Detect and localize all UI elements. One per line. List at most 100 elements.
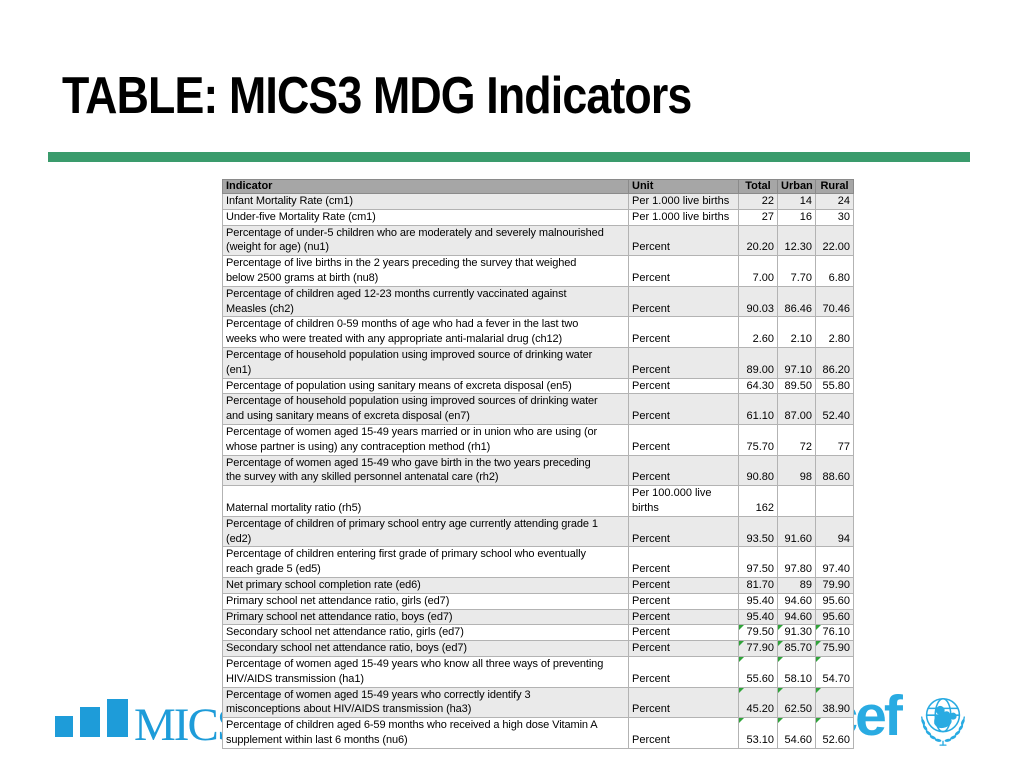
rural-cell: 54.70: [815, 655, 854, 688]
indicator-cell: Primary school net attendance ratio, boy…: [222, 608, 629, 626]
rural-cell: 55.80: [815, 377, 854, 395]
total-cell: 7.00: [738, 255, 778, 287]
urban-cell: 89.50: [777, 377, 816, 395]
header-cell-unit: Unit: [628, 179, 739, 194]
urban-cell: 54.60: [777, 717, 816, 749]
urban-cell: [777, 485, 816, 517]
urban-cell: 7.70: [777, 255, 816, 287]
indicator-cell: Percentage of women aged 15-49 years who…: [222, 686, 629, 719]
total-cell: 61.10: [738, 393, 778, 425]
urban-cell: 85.70: [777, 640, 816, 657]
table-header-row: Indicator Unit Total Urban Rural: [222, 179, 854, 194]
table-row: Percentage of children aged 6-59 months …: [222, 717, 854, 749]
rural-cell: 22.00: [815, 224, 854, 257]
table-row: Percentage of population using sanitary …: [222, 377, 854, 395]
total-cell: 64.30: [738, 377, 778, 395]
unit-cell: Percent: [628, 655, 739, 688]
indicator-cell: Percentage of children 0-59 months of ag…: [222, 316, 629, 348]
total-cell: 90.03: [738, 285, 778, 318]
table-row: Percentage of children entering first gr…: [222, 546, 854, 578]
total-cell: 93.50: [738, 515, 778, 548]
table-row: Percentage of live births in the 2 years…: [222, 255, 854, 287]
indicator-cell: Percentage of live births in the 2 years…: [222, 255, 629, 287]
header-cell-total: Total: [738, 179, 778, 194]
indicator-cell: Net primary school completion rate (ed6): [222, 576, 629, 594]
table-row: Percentage of children 0-59 months of ag…: [222, 316, 854, 348]
unit-cell: Percent: [628, 576, 739, 594]
rural-cell: 86.20: [815, 346, 854, 379]
table-row: Secondary school net attendance ratio, g…: [222, 624, 854, 642]
urban-cell: 97.80: [777, 546, 816, 578]
urban-cell: 58.10: [777, 655, 816, 688]
table-row: Primary school net attendance ratio, boy…: [222, 608, 854, 626]
urban-cell: 12.30: [777, 224, 816, 257]
table-row: Percentage of children of primary school…: [222, 515, 854, 548]
unit-cell: Percent: [628, 423, 739, 456]
total-cell: 90.80: [738, 454, 778, 487]
rural-cell: 95.60: [815, 592, 854, 610]
total-cell: 45.20: [738, 686, 778, 719]
unit-cell: Percent: [628, 285, 739, 318]
table-row: Primary school net attendance ratio, gir…: [222, 592, 854, 610]
indicator-cell: Percentage of children aged 12-23 months…: [222, 285, 629, 318]
rural-cell: 88.60: [815, 454, 854, 487]
unit-cell: Percent: [628, 454, 739, 487]
urban-cell: 94.60: [777, 608, 816, 626]
table-row: Infant Mortality Rate (cm1) Per 1.000 li…: [222, 193, 854, 210]
rural-cell: 77: [815, 423, 854, 456]
unit-cell: Percent: [628, 515, 739, 548]
unit-cell: Percent: [628, 393, 739, 425]
rural-cell: 79.90: [815, 576, 854, 594]
indicator-cell: Under-five Mortality Rate (cm1): [222, 208, 629, 226]
urban-cell: 72: [777, 423, 816, 456]
total-cell: 22: [738, 193, 778, 210]
unicef-emblem-icon: [920, 697, 965, 746]
rural-cell: 24: [815, 193, 854, 210]
unit-cell: Percent: [628, 686, 739, 719]
rural-cell: 94: [815, 515, 854, 548]
total-cell: 89.00: [738, 346, 778, 379]
unit-cell: Percent: [628, 377, 739, 395]
mics-logo: MICS: [55, 699, 243, 749]
mics-logo-bar-small-icon: [55, 716, 73, 737]
indicator-cell: Percentage of children of primary school…: [222, 515, 629, 548]
total-cell: 95.40: [738, 608, 778, 626]
total-cell: 95.40: [738, 592, 778, 610]
urban-cell: 89: [777, 576, 816, 594]
indicator-cell: Percentage of women aged 15-49 who gave …: [222, 454, 629, 487]
rural-cell: 75.90: [815, 640, 854, 657]
header-cell-rural: Rural: [815, 179, 854, 194]
title-divider-bar: [48, 152, 970, 162]
rural-cell: 95.60: [815, 608, 854, 626]
rural-cell: 97.40: [815, 546, 854, 578]
table-row: Percentage of under-5 children who are m…: [222, 224, 854, 257]
slide-title: TABLE: MICS3 MDG Indicators: [62, 67, 692, 125]
table-row: Percentage of women aged 15-49 years mar…: [222, 423, 854, 456]
indicator-cell: Secondary school net attendance ratio, g…: [222, 624, 629, 642]
indicator-cell: Percentage of women aged 15-49 years mar…: [222, 423, 629, 456]
indicator-cell: Percentage of children aged 6-59 months …: [222, 717, 629, 749]
unit-cell: Per 100.000 live births: [628, 485, 739, 517]
total-cell: 55.60: [738, 655, 778, 688]
unit-cell: Percent: [628, 608, 739, 626]
mics-logo-bar-large-icon: [107, 699, 128, 737]
urban-cell: 62.50: [777, 686, 816, 719]
indicator-cell: Percentage of under-5 children who are m…: [222, 224, 629, 257]
table-row: Percentage of women aged 15-49 years who…: [222, 686, 854, 719]
unit-cell: Percent: [628, 316, 739, 348]
total-cell: 162: [738, 485, 778, 517]
indicator-cell: Infant Mortality Rate (cm1): [222, 193, 629, 210]
unit-cell: Percent: [628, 224, 739, 257]
urban-cell: 98: [777, 454, 816, 487]
indicator-cell: Percentage of household population using…: [222, 346, 629, 379]
table-row: Percentage of women aged 15-49 who gave …: [222, 454, 854, 487]
total-cell: 81.70: [738, 576, 778, 594]
urban-cell: 91.60: [777, 515, 816, 548]
rural-cell: [815, 485, 854, 517]
rural-cell: 30: [815, 208, 854, 226]
urban-cell: 87.00: [777, 393, 816, 425]
unit-cell: Per 1.000 live births: [628, 193, 739, 210]
rural-cell: 38.90: [815, 686, 854, 719]
unit-cell: Percent: [628, 346, 739, 379]
total-cell: 75.70: [738, 423, 778, 456]
